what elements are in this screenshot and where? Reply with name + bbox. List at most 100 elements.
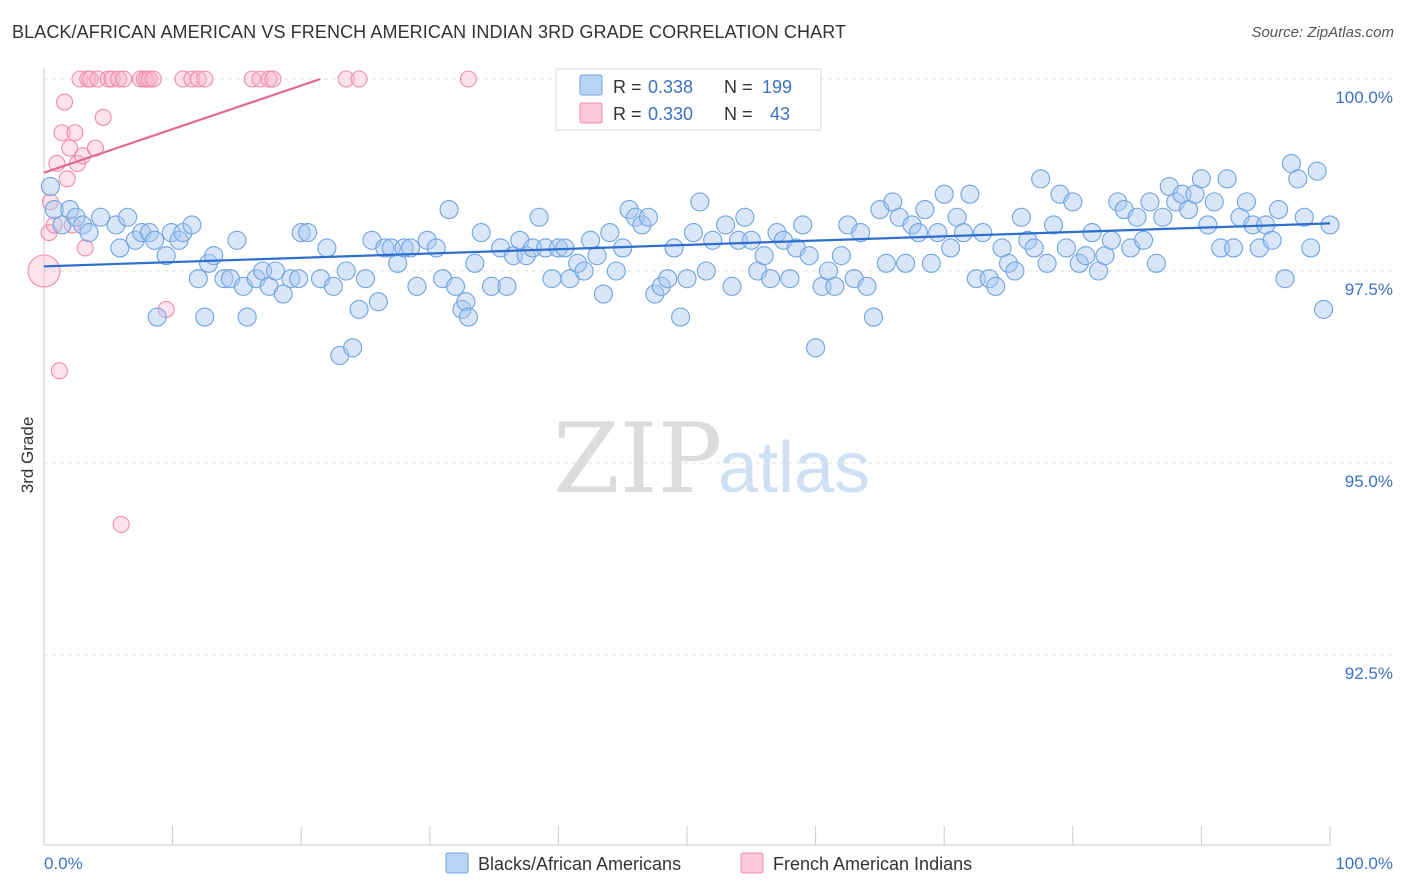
data-point-blue [568, 253, 588, 273]
data-point-blue [291, 223, 311, 243]
data-point-blue [66, 207, 86, 227]
legend-swatch-blue [445, 852, 469, 874]
data-point-blue [696, 261, 716, 281]
data-point-blue [273, 284, 293, 304]
legend: Blacks/African Americans French American… [445, 852, 972, 874]
data-point-blue [394, 238, 414, 258]
data-point-blue [407, 276, 427, 296]
data-point-blue [237, 307, 257, 327]
data-point-blue [298, 223, 318, 243]
data-point-blue [118, 207, 138, 227]
data-point-blue [896, 253, 916, 273]
data-point-blue [188, 269, 208, 289]
data-point-blue [471, 223, 491, 243]
data-point-blue [741, 230, 761, 250]
data-point-blue [145, 230, 165, 250]
chart-title: BLACK/AFRICAN AMERICAN VS FRENCH AMERICA… [12, 22, 847, 42]
data-point-blue [91, 207, 111, 227]
data-point-blue [1314, 299, 1334, 319]
data-point-blue [1056, 238, 1076, 258]
legend-label-blacks-african-americans: Blacks/African Americans [478, 854, 681, 874]
stats-r-label-2: R = [613, 104, 642, 124]
data-point-blue [1076, 246, 1096, 266]
data-point-pink [337, 70, 355, 88]
data-point-blue [1024, 238, 1044, 258]
data-point-blue [355, 269, 376, 289]
data-point-blue [876, 253, 896, 273]
data-point-blue [40, 176, 60, 197]
data-point-blue [106, 215, 126, 235]
data-point-pink [459, 70, 477, 88]
data-point-blue [1043, 215, 1064, 235]
data-point-blue [664, 238, 684, 258]
data-point-blue [928, 223, 948, 243]
data-point-pink [50, 362, 68, 380]
data-point-pink [350, 70, 368, 88]
data-point-blue [658, 269, 678, 289]
data-point-blue [1191, 169, 1211, 189]
stats-r-label-1: R = [613, 77, 642, 97]
data-point-pink [264, 70, 282, 88]
data-point-pink [61, 139, 79, 157]
data-point-blue [1294, 207, 1314, 227]
data-point-blue [1301, 238, 1321, 258]
y-tick-label: 100.0% [1335, 88, 1393, 107]
data-point-blue [79, 223, 99, 243]
data-point-blue [831, 246, 851, 266]
data-point-blue [147, 307, 167, 327]
data-point-blue [619, 200, 639, 220]
data-point-blue [600, 223, 620, 243]
stats-r-value-2: 0.330 [648, 104, 693, 124]
data-point-blue [1108, 192, 1128, 212]
stats-n-value-2: 43 [770, 104, 790, 124]
data-point-blue [1063, 192, 1083, 212]
data-point-pink [174, 70, 192, 88]
data-point-pink [66, 124, 84, 142]
data-point-blue [979, 269, 999, 289]
data-point-blue [863, 307, 884, 327]
data-point-blue [1217, 169, 1237, 189]
data-point-pink [131, 70, 149, 88]
data-point-blue [671, 307, 691, 327]
data-point-blue [735, 207, 755, 227]
data-point-pink [27, 254, 61, 288]
data-point-blue [677, 269, 697, 289]
y-tick-label: 95.0% [1345, 472, 1393, 491]
data-point-blue [908, 223, 929, 243]
data-point-blue [857, 276, 877, 296]
data-point-blue [1269, 200, 1289, 220]
data-point-pink [183, 70, 201, 88]
data-point-blue [182, 215, 202, 235]
legend-label-french-american-indians: French American Indians [773, 854, 972, 874]
stats-r-value-1: 0.338 [648, 77, 693, 97]
x-tick-label-left: 0.0% [44, 854, 83, 873]
data-point-blue [60, 200, 80, 220]
data-point-blue [349, 299, 369, 319]
data-point-blue [400, 238, 421, 258]
data-point-blue [1204, 192, 1224, 212]
data-point-blue [1037, 253, 1057, 273]
data-point-blue [593, 284, 613, 304]
data-point-blue [799, 246, 819, 266]
gridlines [44, 78, 1393, 656]
data-point-blue [1101, 230, 1121, 250]
data-point-blue [289, 269, 309, 289]
data-point-blue [651, 276, 671, 296]
data-point-blue [973, 223, 993, 243]
data-point-blue [793, 215, 813, 235]
stats-swatch-blue [579, 74, 603, 96]
data-point-blue [1262, 230, 1282, 250]
data-point-blue [806, 338, 826, 358]
data-point-blue [606, 261, 626, 281]
data-point-blue [761, 269, 781, 289]
data-point-blue [921, 253, 941, 273]
stats-n-value-1: 199 [762, 77, 792, 97]
data-point-blue [934, 184, 954, 204]
data-point-pink [196, 70, 214, 88]
data-point-pink [99, 70, 117, 88]
data-point-blue [227, 230, 247, 250]
data-point-blue [542, 269, 562, 289]
data-point-blue [465, 253, 485, 273]
data-point-blue [1236, 192, 1256, 212]
